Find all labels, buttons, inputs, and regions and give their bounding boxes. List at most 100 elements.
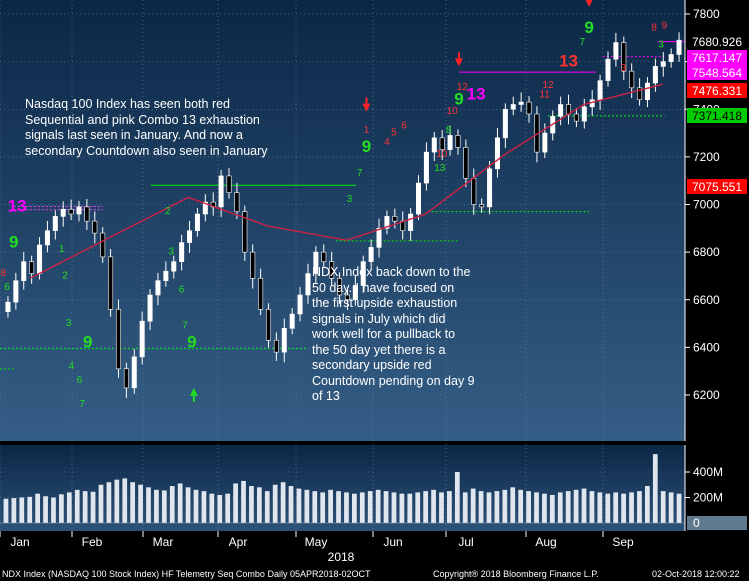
candle	[258, 268, 264, 316]
footer-bar: NDX Index (NASDAQ 100 Stock Index) HF Te…	[0, 566, 749, 581]
volume-bar	[233, 483, 238, 523]
candle-body	[463, 147, 469, 179]
price-tag: 7548.564	[687, 65, 747, 80]
volume-bar	[605, 493, 611, 523]
footer-timestamp: 02-Oct-2018 12:00:22	[652, 569, 740, 579]
candle	[321, 244, 327, 268]
volume-bar	[82, 491, 88, 523]
volume-bar	[90, 491, 96, 523]
candle-body	[234, 192, 240, 212]
price-tick-label: 7000	[693, 198, 720, 212]
volume-zero-label: 0	[693, 516, 700, 530]
candle	[115, 299, 121, 378]
volume-bar	[249, 486, 254, 523]
volume-bar	[597, 492, 603, 523]
count-label: 7	[182, 320, 188, 331]
candle-body	[447, 135, 453, 151]
candle	[518, 92, 524, 112]
candle-body	[163, 270, 169, 281]
candle-body	[226, 175, 232, 193]
count-label: 2	[62, 270, 68, 281]
volume-bar	[154, 489, 159, 523]
count-label: 4	[384, 137, 390, 148]
month-label: Jan	[10, 535, 29, 549]
volume-zero-bg	[687, 516, 747, 530]
candle-body	[360, 261, 366, 286]
candle	[360, 255, 366, 293]
volume-bar	[486, 492, 492, 523]
volume-bar	[399, 493, 405, 523]
candle	[250, 244, 256, 289]
volume-bar	[193, 489, 199, 523]
volume-bar	[296, 488, 302, 523]
candle	[84, 199, 90, 230]
candle-body	[487, 168, 493, 208]
volume-bar	[383, 491, 389, 523]
candle	[242, 205, 248, 261]
candle	[392, 208, 398, 229]
candle-body	[494, 137, 500, 170]
candle	[416, 175, 422, 220]
candle-body	[21, 261, 27, 281]
count-label: 3	[168, 247, 174, 258]
price-tag: 7371.418	[687, 108, 747, 123]
volume-bar	[122, 478, 128, 523]
volume-bar	[502, 489, 508, 523]
signal-arrows	[189, 0, 593, 402]
price-tag: 7476.331	[687, 83, 747, 98]
count-label: 9	[362, 137, 371, 156]
count-label: 7	[579, 37, 585, 48]
candle-body	[337, 278, 343, 296]
candle-body	[68, 208, 74, 215]
candle	[494, 128, 500, 178]
candle-body	[313, 251, 319, 274]
candle	[13, 272, 19, 310]
candle	[131, 349, 137, 394]
candle-body	[13, 280, 19, 303]
volume-bar	[169, 486, 175, 523]
volume-bar	[454, 472, 460, 523]
count-label: 9	[187, 332, 196, 351]
count-label: 9	[9, 232, 18, 251]
candle-body	[439, 137, 445, 151]
candle	[194, 208, 200, 237]
volume-bar	[352, 493, 357, 523]
price-tag: 7680.926	[687, 34, 747, 49]
candle-body	[352, 285, 358, 301]
footer-security: NDX Index (NASDAQ 100 Stock Index) HF Te…	[2, 569, 371, 579]
time-axis: Jan Feb Mar Apr May Jun Jul Aug Sep 2018	[0, 531, 749, 566]
volume-bar	[565, 491, 571, 523]
candle-body	[52, 216, 58, 231]
volume-bar	[518, 489, 524, 523]
candle	[510, 96, 516, 116]
candle-body	[250, 251, 256, 279]
candle	[637, 78, 643, 106]
candle	[605, 51, 611, 87]
volume-bar	[613, 492, 619, 523]
count-label: 13	[434, 163, 446, 174]
candle	[29, 255, 35, 284]
candle	[179, 234, 185, 271]
price-tag-bg	[687, 65, 747, 80]
count-label: 7	[79, 399, 85, 410]
candle-body	[265, 308, 271, 341]
candle	[526, 96, 532, 123]
volume-bar	[676, 493, 682, 523]
count-label: 9	[584, 18, 593, 37]
price-tag-bg	[687, 179, 747, 194]
candle-body	[108, 256, 114, 310]
volume-bars	[0, 454, 685, 524]
volume-bar	[74, 489, 80, 523]
candle	[68, 199, 74, 220]
candle	[368, 239, 374, 271]
count-label: 6	[77, 375, 83, 386]
candle	[123, 362, 129, 399]
volume-bar	[217, 494, 223, 523]
volume-bar	[534, 492, 539, 523]
volume-bar	[114, 479, 120, 523]
candle	[273, 332, 279, 361]
volume-bar	[637, 491, 642, 523]
volume-bar	[439, 492, 444, 523]
